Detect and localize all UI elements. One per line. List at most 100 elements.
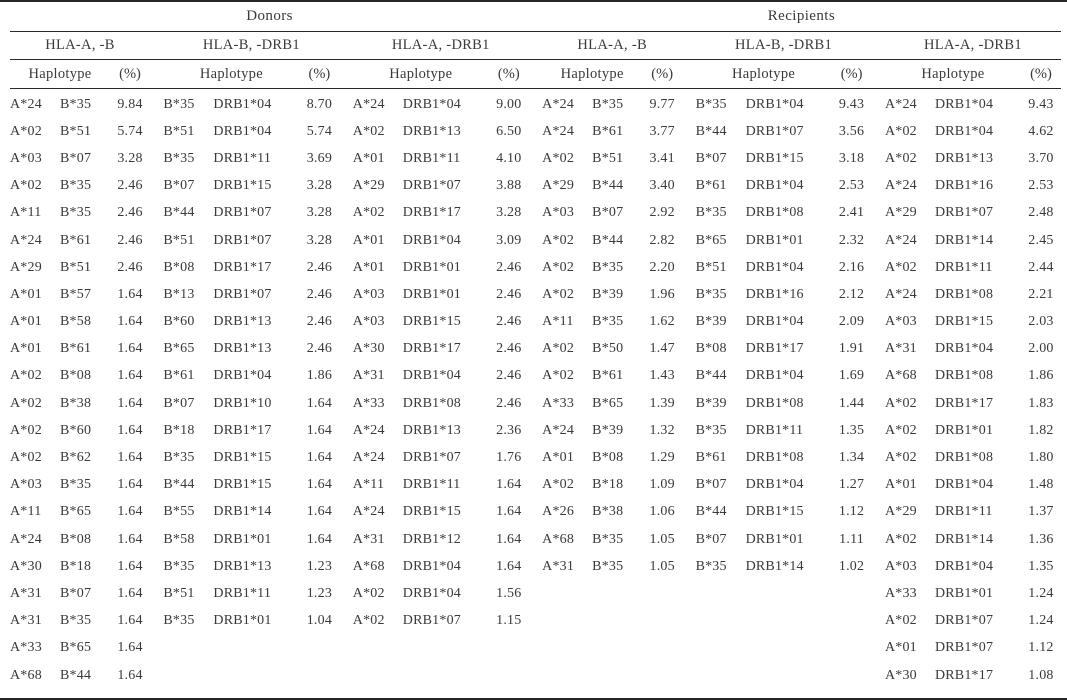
haplotype-allele-2-cell: DRB1*01 [402, 286, 461, 302]
haplotype-allele-2-cell: B*61 [60, 232, 92, 248]
frequency-percent-cell: 1.64 [117, 504, 143, 520]
frequency-percent-cell: 1.69 [838, 368, 865, 384]
frequency-percent-cell: 1.05 [649, 558, 675, 574]
haplotype-column-header: Haplotype [732, 65, 796, 82]
haplotype-column-header: Haplotype [560, 65, 624, 82]
haplotype-allele-2-cell: B*51 [60, 259, 92, 275]
haplotype-column-header: Haplotype [389, 65, 453, 82]
haplotype-allele-1-cell: B*39 [695, 395, 727, 411]
haplotype-allele-1-cell: A*24 [542, 123, 575, 139]
group-header-recipients-hla-a-b: HLA-A, -B [577, 37, 647, 53]
haplotype-allele-1-cell: A*01 [10, 341, 42, 357]
percent-column-header: (%) [840, 65, 863, 82]
haplotype-allele-1-cell: A*31 [10, 585, 42, 601]
haplotype-column-header: Haplotype [921, 65, 985, 82]
haplotype-allele-2-cell: B*61 [592, 368, 624, 384]
haplotype-allele-2-cell: DRB1*15 [934, 314, 994, 330]
haplotype-allele-2-cell: DRB1*07 [934, 205, 994, 221]
frequency-percent-cell: 2.46 [496, 368, 522, 384]
haplotype-column-header: Haplotype [28, 65, 92, 82]
haplotype-allele-1-cell: B*44 [695, 504, 727, 520]
frequency-percent-cell: 1.91 [838, 341, 865, 357]
haplotype-allele-1-cell: A*24 [884, 96, 917, 112]
haplotype-allele-2-cell: DRB1*11 [402, 150, 461, 166]
haplotype-allele-1-cell: A*11 [10, 504, 42, 520]
frequency-percent-cell: 1.64 [117, 477, 143, 493]
frequency-percent-cell: 1.36 [1028, 531, 1054, 547]
haplotype-allele-1-cell: A*01 [10, 286, 42, 302]
frequency-percent-cell: 1.80 [1028, 450, 1054, 466]
haplotype-allele-2-cell: B*38 [60, 395, 92, 411]
haplotype-allele-2-cell: B*07 [60, 585, 92, 601]
haplotype-allele-2-cell: DRB1*08 [745, 395, 804, 411]
haplotype-allele-1-cell: B*07 [163, 178, 195, 194]
haplotype-allele-2-cell: B*35 [60, 205, 92, 221]
percent-column-header: (%) [308, 65, 331, 82]
haplotype-allele-1-cell: A*01 [884, 477, 917, 493]
frequency-percent-cell: 1.04 [306, 613, 333, 629]
haplotype-allele-2-cell: DRB1*07 [213, 286, 272, 302]
haplotype-allele-1-cell: B*44 [163, 205, 195, 221]
haplotype-allele-2-cell: DRB1*08 [402, 395, 461, 411]
frequency-percent-cell: 2.46 [306, 286, 333, 302]
frequency-percent-cell: 2.46 [306, 341, 333, 357]
haplotype-allele-2-cell: B*08 [592, 450, 624, 466]
frequency-percent-cell: 3.88 [496, 178, 522, 194]
haplotype-allele-1-cell: B*35 [163, 613, 195, 629]
haplotype-allele-1-cell: A*02 [352, 585, 385, 601]
haplotype-allele-1-cell: B*35 [695, 286, 727, 302]
haplotype-allele-2-cell: DRB1*01 [402, 259, 461, 275]
frequency-percent-cell: 4.10 [496, 150, 522, 166]
haplotype-allele-2-cell: DRB1*01 [213, 613, 272, 629]
haplotype-allele-2-cell: DRB1*04 [402, 558, 461, 574]
haplotype-allele-2-cell: DRB1*04 [934, 477, 994, 493]
frequency-percent-cell: 6.50 [496, 123, 522, 139]
haplotype-allele-1-cell: A*01 [352, 150, 385, 166]
haplotype-allele-2-cell: DRB1*04 [934, 341, 994, 357]
haplotype-allele-2-cell: B*61 [60, 341, 92, 357]
percent-column-header: (%) [497, 65, 520, 82]
haplotype-allele-2-cell: DRB1*08 [934, 286, 994, 302]
haplotype-allele-2-cell: B*35 [60, 178, 92, 194]
column-headers-group-2: Haplotype (%) [163, 66, 339, 83]
haplotype-allele-1-cell: A*02 [542, 477, 575, 493]
frequency-percent-cell: 1.48 [1028, 477, 1054, 493]
haplotype-allele-2-cell: DRB1*13 [213, 341, 272, 357]
frequency-percent-cell: 2.53 [1028, 178, 1054, 194]
frequency-percent-cell: 3.09 [496, 232, 522, 248]
haplotype-allele-1-cell: A*02 [542, 341, 575, 357]
haplotype-allele-1-cell: A*03 [352, 314, 385, 330]
frequency-percent-cell: 2.46 [306, 314, 333, 330]
haplotype-allele-1-cell: A*02 [10, 422, 42, 438]
haplotype-column-header: Haplotype [199, 65, 263, 82]
haplotype-allele-2-cell: B*58 [60, 314, 92, 330]
haplotype-allele-2-cell: DRB1*17 [402, 341, 461, 357]
haplotype-allele-1-cell: A*24 [352, 504, 385, 520]
frequency-percent-cell: 2.46 [306, 259, 333, 275]
haplotype-allele-2-cell: DRB1*07 [402, 613, 461, 629]
frequency-percent-cell: 2.53 [838, 178, 865, 194]
haplotype-allele-1-cell: A*02 [542, 232, 575, 248]
frequency-percent-cell: 4.62 [1028, 123, 1054, 139]
haplotype-allele-2-cell: DRB1*17 [745, 341, 804, 357]
haplotype-allele-2-cell: DRB1*04 [213, 368, 272, 384]
haplotype-allele-1-cell: A*11 [542, 314, 574, 330]
frequency-percent-cell: 1.86 [1028, 368, 1054, 384]
haplotype-allele-2-cell: B*51 [60, 123, 92, 139]
haplotype-allele-1-cell: A*03 [10, 477, 42, 493]
haplotype-allele-2-cell: DRB1*13 [213, 314, 272, 330]
haplotype-allele-2-cell: DRB1*11 [213, 150, 272, 166]
haplotype-allele-2-cell: DRB1*04 [745, 259, 804, 275]
frequency-percent-cell: 1.29 [649, 450, 675, 466]
haplotype-allele-1-cell: A*03 [10, 150, 42, 166]
group-body-donors-hla-a-b: A*24 B*35 9.84 A*02 B*51 5.74 A*03 B*07 3.28 A*02… [10, 91, 150, 689]
frequency-percent-cell: 1.24 [1028, 585, 1054, 601]
haplotype-allele-1-cell: B*18 [163, 422, 195, 438]
frequency-percent-cell: 3.28 [306, 205, 333, 221]
haplotype-allele-1-cell: A*01 [542, 450, 575, 466]
haplotype-allele-2-cell: DRB1*08 [745, 205, 804, 221]
frequency-percent-cell: 2.46 [117, 178, 143, 194]
haplotype-allele-2-cell: DRB1*01 [213, 531, 272, 547]
haplotype-allele-1-cell: A*29 [352, 178, 385, 194]
column-headers-group-3: Haplotype (%) [353, 66, 529, 83]
